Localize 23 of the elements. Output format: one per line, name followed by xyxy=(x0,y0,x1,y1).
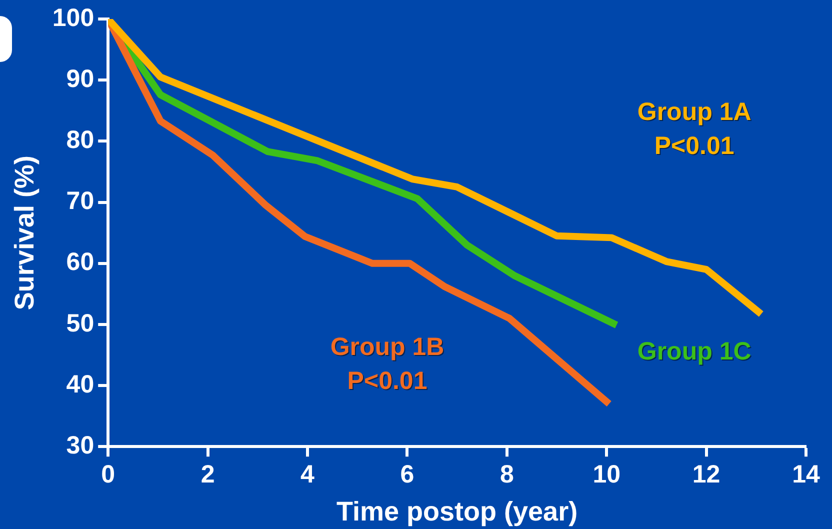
series-label: Group 1C xyxy=(637,337,752,366)
annotation: P<0.01 xyxy=(347,367,428,396)
y-tick-label: 90 xyxy=(66,64,94,93)
x-tick-label: 12 xyxy=(692,460,720,488)
x-tick-label: 0 xyxy=(101,460,116,488)
text: Group 1A xyxy=(637,98,752,126)
y-axis-title: Survival (%) xyxy=(10,156,40,310)
y-tick-label: 30 xyxy=(66,431,94,460)
y-tick-label: 70 xyxy=(66,187,94,216)
annotation: P<0.01 xyxy=(654,132,734,160)
x-tick-label: 10 xyxy=(592,460,621,488)
y-tick-label: 40 xyxy=(66,370,94,398)
x-tick-label: 6 xyxy=(400,460,414,488)
x-tick-label: 8 xyxy=(500,460,514,488)
x-tick-label: 14 xyxy=(792,460,820,488)
x-tick-label: 2 xyxy=(200,460,215,488)
x-axis-title: Time postop (year) xyxy=(336,496,578,526)
y-tick-label: 80 xyxy=(66,126,94,154)
y-tick-label: 50 xyxy=(66,309,94,338)
y-tick-label: 60 xyxy=(66,248,94,276)
series-label: Group 1B xyxy=(330,333,444,362)
x-tick-label: 4 xyxy=(300,460,315,488)
y-tick-label: 100 xyxy=(52,4,94,32)
